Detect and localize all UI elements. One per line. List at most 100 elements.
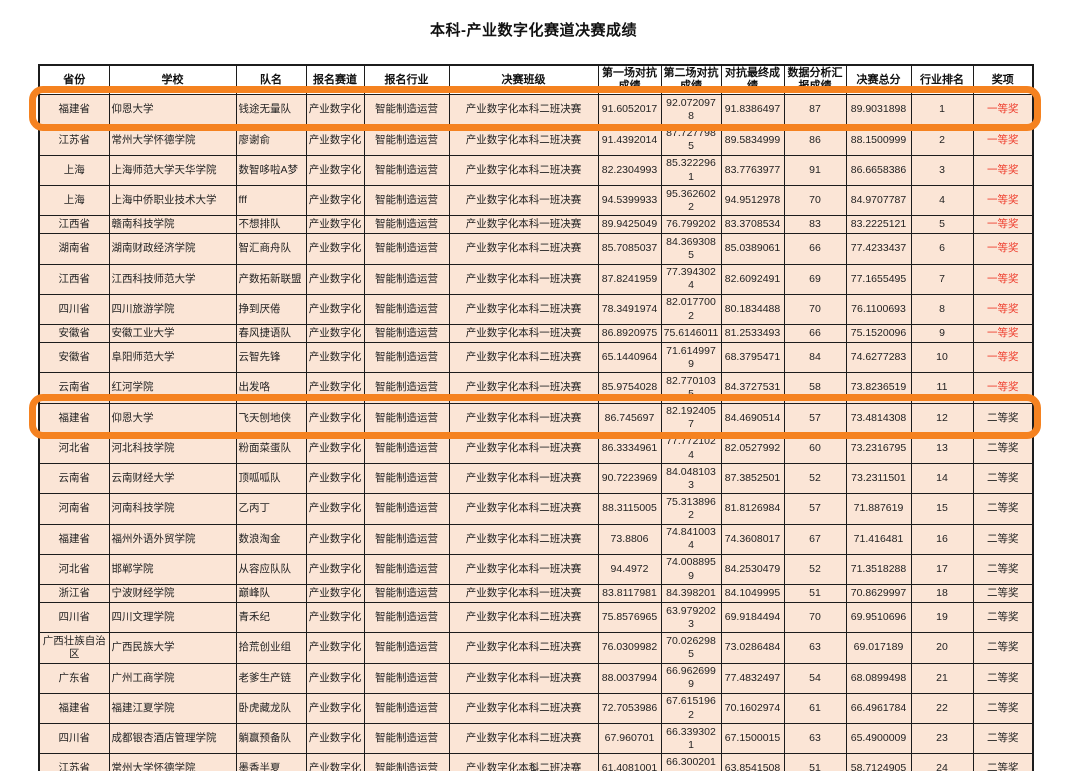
cell-score_match1: 87.8241959 [597, 263, 662, 295]
cell-final_class: 产业数字化本科二班决赛 [448, 602, 599, 634]
cell-score_report: 66 [783, 324, 847, 344]
cell-score_match1: 88.0037994 [597, 662, 662, 694]
cell-score_match2: 84.0481033 [660, 463, 722, 495]
cell-award: 二等奖 [972, 662, 1034, 694]
column-header-province: 省份 [38, 64, 110, 96]
cell-school: 河北科技学院 [108, 432, 237, 465]
cell-industry: 智能制造运营 [363, 723, 450, 755]
cell-award: 一等奖 [972, 185, 1034, 217]
cell-award: 二等奖 [972, 463, 1034, 495]
cell-score_report: 52 [783, 463, 847, 495]
cell-score_final: 63.8541508 [720, 753, 785, 771]
cell-score_final: 77.4832497 [720, 662, 785, 694]
cell-score_report: 86 [783, 124, 847, 156]
column-header-track: 报名赛道 [305, 64, 365, 96]
cell-track: 产业数字化 [305, 293, 365, 326]
cell-final_class: 产业数字化本科二班决赛 [448, 753, 599, 771]
cell-total: 86.6658386 [845, 154, 912, 187]
cell-final_class: 产业数字化本科一班决赛 [448, 263, 599, 295]
cell-final_class: 产业数字化本科一班决赛 [448, 662, 599, 694]
cell-total: 73.8236519 [845, 372, 912, 404]
cell-score_report: 54 [783, 662, 847, 694]
cell-final_class: 产业数字化本科一班决赛 [448, 372, 599, 404]
cell-score_match2: 66.3393021 [660, 723, 722, 755]
cell-industry: 智能制造运营 [363, 493, 450, 525]
cell-score_match1: 90.7223969 [597, 463, 662, 495]
cell-track: 产业数字化 [305, 692, 365, 725]
cell-rank: 3 [910, 154, 974, 187]
table-row: 河北省 邯郸学院 从容应队队 产业数字化 智能制造运营 产业数字化本科一班决赛 94.497… [38, 553, 1034, 586]
cell-score_report: 70 [783, 185, 847, 217]
cell-industry: 智能制造运营 [363, 402, 450, 434]
cell-final_class: 产业数字化本科二班决赛 [448, 124, 599, 156]
cell-final_class: 产业数字化本科一班决赛 [448, 432, 599, 465]
cell-award: 二等奖 [972, 402, 1034, 434]
cell-score_match1: 65.1440964 [597, 342, 662, 374]
cell-industry: 智能制造运营 [363, 523, 450, 555]
cell-track: 产业数字化 [305, 233, 365, 265]
table-row: 福建省 福州外语外贸学院 数浪淘金 产业数字化 智能制造运营 产业数字化本科二班决赛 73.… [38, 523, 1034, 555]
cell-industry: 智能制造运营 [363, 185, 450, 217]
cell-score_match2: 74.8410034 [660, 523, 722, 555]
cell-industry: 智能制造运营 [363, 584, 450, 604]
cell-track: 产业数字化 [305, 372, 365, 404]
cell-final_class: 产业数字化本科一班决赛 [448, 402, 599, 434]
table-row: 安徽省 阜阳师范大学 云智先锋 产业数字化 智能制造运营 产业数字化本科二班决赛 65.14… [38, 342, 1034, 374]
cell-score_match2: 82.0177002 [660, 293, 722, 326]
table-row: 上海 上海中侨职业技术大学 fff 产业数字化 智能制造运营 产业数字化本科一班决赛 94.… [38, 185, 1034, 217]
cell-province: 福建省 [38, 94, 110, 126]
cell-industry: 智能制造运营 [363, 432, 450, 465]
cell-score_final: 81.8126984 [720, 493, 785, 525]
cell-award: 二等奖 [972, 523, 1034, 555]
cell-school: 仰恩大学 [108, 402, 237, 434]
cell-industry: 智能制造运营 [363, 662, 450, 694]
cell-industry: 智能制造运营 [363, 463, 450, 495]
table-row: 江苏省 常州大学怀德学院 廖谢俞 产业数字化 智能制造运营 产业数字化本科二班决赛 91.4… [38, 124, 1034, 156]
cell-team: 躺赢预备队 [235, 723, 307, 755]
cell-province: 江西省 [38, 263, 110, 295]
table-row: 四川省 成都银杏酒店管理学院 躺赢预备队 产业数字化 智能制造运营 产业数字化本科二班决赛… [38, 723, 1034, 755]
cell-score_final: 82.0527992 [720, 432, 785, 465]
cell-track: 产业数字化 [305, 402, 365, 434]
cell-final_class: 产业数字化本科一班决赛 [448, 463, 599, 495]
cell-province: 浙江省 [38, 584, 110, 604]
cell-province: 四川省 [38, 723, 110, 755]
cell-rank: 1 [910, 94, 974, 126]
cell-total: 69.9510696 [845, 602, 912, 634]
cell-final_class: 产业数字化本科二班决赛 [448, 233, 599, 265]
column-header-team: 队名 [235, 64, 307, 96]
cell-score_report: 51 [783, 584, 847, 604]
cell-province: 江西省 [38, 215, 110, 235]
cell-total: 70.8629997 [845, 584, 912, 604]
cell-rank: 19 [910, 602, 974, 634]
table-row: 福建省 仰恩大学 飞天刨地侠 产业数字化 智能制造运营 产业数字化本科一班决赛 86.745… [38, 402, 1034, 434]
cell-team: fff [235, 185, 307, 217]
cell-rank: 21 [910, 662, 974, 694]
cell-total: 77.4233437 [845, 233, 912, 265]
cell-industry: 智能制造运营 [363, 94, 450, 126]
cell-score_match1: 67.960701 [597, 723, 662, 755]
cell-total: 75.1520096 [845, 324, 912, 344]
cell-score_final: 69.9184494 [720, 602, 785, 634]
cell-score_report: 60 [783, 432, 847, 465]
cell-rank: 10 [910, 342, 974, 374]
cell-score_report: 70 [783, 293, 847, 326]
cell-award: 二等奖 [972, 584, 1034, 604]
table-row: 上海 上海师范大学天华学院 数智哆啦A梦 产业数字化 智能制造运营 产业数字化本科二班决赛… [38, 154, 1034, 187]
table-row: 河南省 河南科技学院 乙丙丁 产业数字化 智能制造运营 产业数字化本科二班决赛 88.311… [38, 493, 1034, 525]
cell-score_report: 52 [783, 553, 847, 586]
cell-score_match2: 66.3002014 [660, 753, 722, 771]
cell-score_final: 68.3795471 [720, 342, 785, 374]
column-header-school: 学校 [108, 64, 237, 96]
table-row: 河北省 河北科技学院 粉面菜蛋队 产业数字化 智能制造运营 产业数字化本科一班决赛 86.3… [38, 432, 1034, 465]
cell-score_final: 82.6092491 [720, 263, 785, 295]
column-header-score_final: 对抗最终成绩 [720, 64, 785, 96]
cell-team: 青禾纪 [235, 602, 307, 634]
table-row: 安徽省 安徽工业大学 春风捷语队 产业数字化 智能制造运营 产业数字化本科一班决赛 86.8… [38, 324, 1034, 344]
cell-province: 云南省 [38, 372, 110, 404]
cell-score_final: 70.1602974 [720, 692, 785, 725]
cell-province: 广西壮族自治区 [38, 632, 110, 664]
cell-rank: 6 [910, 233, 974, 265]
column-header-score_match2: 第二场对抗成绩 [660, 64, 722, 96]
cell-province: 四川省 [38, 602, 110, 634]
